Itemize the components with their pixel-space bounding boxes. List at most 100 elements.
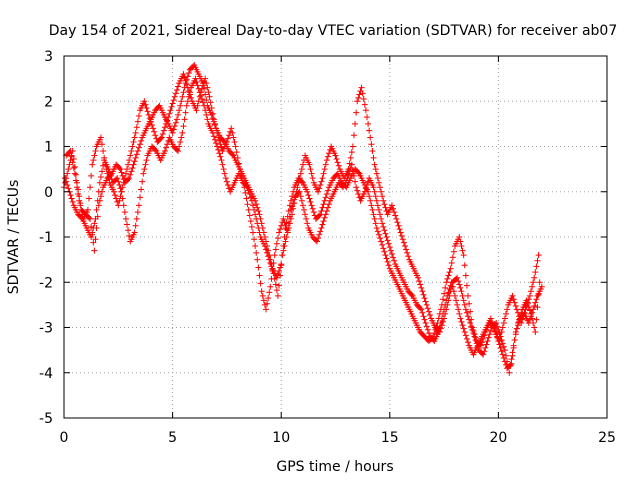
data-point: [321, 214, 328, 221]
data-point: [416, 278, 423, 285]
data-point: [369, 148, 376, 155]
data-point: [299, 202, 306, 209]
data-point: [522, 306, 529, 313]
data-point: [431, 330, 438, 337]
data-point: [67, 192, 74, 199]
data-point: [483, 341, 490, 348]
data-point: [446, 269, 453, 276]
data-point: [71, 163, 78, 170]
data-point: [84, 206, 91, 213]
data-point: [362, 107, 369, 114]
x-tick-label: 10: [272, 430, 290, 446]
data-point: [436, 324, 443, 331]
data-point: [178, 98, 185, 105]
data-point: [184, 73, 191, 80]
data-point: [244, 201, 251, 208]
data-point: [276, 267, 283, 274]
data-point: [265, 253, 272, 260]
data-point: [89, 229, 96, 236]
data-point: [210, 116, 217, 123]
x-tick-label: 20: [489, 430, 507, 446]
data-point: [118, 169, 125, 176]
data-point: [511, 336, 518, 343]
x-tick-label: 0: [60, 430, 69, 446]
data-point: [524, 299, 531, 306]
data-point: [143, 105, 150, 112]
data-point: [317, 211, 324, 218]
data-point: [449, 283, 456, 290]
data-point: [230, 134, 237, 141]
data-point: [170, 97, 177, 104]
data-point: [96, 179, 103, 186]
data-point: [117, 185, 124, 192]
data-point: [462, 306, 469, 313]
data-point: [193, 79, 200, 86]
data-point: [130, 138, 137, 145]
data-point: [449, 254, 456, 261]
data-point: [152, 146, 159, 153]
data-point: [126, 232, 133, 239]
data-point: [457, 315, 464, 322]
data-point: [134, 209, 141, 216]
data-point: [354, 187, 361, 194]
data-point: [373, 197, 380, 204]
data-point: [371, 188, 378, 195]
y-tick-label: -5: [39, 411, 53, 427]
data-point: [497, 333, 504, 340]
data-point: [276, 229, 283, 236]
data-point: [177, 102, 184, 109]
data-point: [487, 327, 494, 334]
data-point: [184, 98, 191, 105]
data-point: [456, 234, 463, 240]
data-point: [418, 284, 425, 291]
data-point: [534, 257, 541, 264]
data-point: [131, 229, 138, 236]
data-point: [371, 161, 378, 168]
data-point: [443, 279, 450, 286]
data-point: [128, 168, 135, 175]
data-point: [100, 148, 107, 155]
data-point: [503, 352, 510, 359]
data-point: [379, 193, 386, 200]
data-point: [533, 296, 540, 303]
data-point: [76, 197, 83, 204]
data-point: [388, 202, 395, 209]
data-point: [85, 195, 92, 202]
data-point: [204, 84, 211, 91]
data-point: [354, 98, 361, 105]
data-point: [172, 119, 179, 126]
data-point: [90, 239, 97, 246]
data-point: [88, 172, 95, 179]
data-point: [269, 266, 276, 273]
data-point: [388, 250, 395, 257]
data-point: [163, 120, 170, 127]
data-point: [91, 247, 98, 254]
data-point: [535, 252, 542, 259]
data-point: [198, 95, 205, 102]
data-point: [242, 189, 249, 196]
data-point: [258, 288, 265, 295]
data-point: [453, 297, 460, 304]
data-point: [332, 152, 339, 159]
data-point: [274, 292, 281, 299]
y-tick-label: -1: [39, 230, 53, 246]
data-point: [514, 309, 521, 316]
data-point: [169, 100, 176, 107]
data-point: [422, 298, 429, 305]
data-point: [315, 188, 322, 195]
data-point: [316, 185, 323, 192]
data-point: [488, 318, 495, 325]
data-point: [440, 296, 447, 303]
data-point: [297, 193, 304, 200]
data-point: [467, 319, 474, 326]
data-point: [534, 304, 541, 311]
data-point: [66, 161, 73, 168]
data-point: [383, 234, 390, 240]
data-point: [280, 247, 287, 254]
data-point: [509, 349, 516, 356]
data-point: [173, 146, 180, 153]
data-point: [526, 307, 533, 314]
data-point: [510, 342, 517, 349]
data-point: [458, 243, 465, 250]
data-point: [215, 146, 222, 153]
